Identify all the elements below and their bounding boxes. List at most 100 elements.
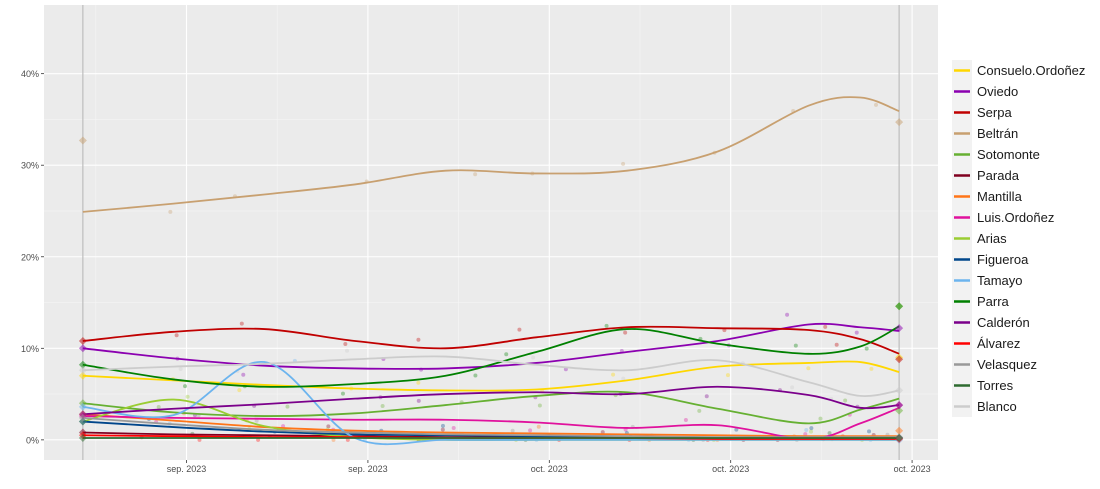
poll-point	[183, 384, 188, 389]
poll-point	[600, 430, 605, 435]
poll-point	[734, 427, 739, 432]
poll-point	[604, 323, 609, 328]
poll-point	[790, 385, 795, 390]
poll-point	[621, 161, 626, 166]
end-marker	[895, 386, 904, 395]
poll-point	[156, 405, 161, 410]
poll-point	[285, 404, 290, 409]
start-marker	[78, 413, 87, 422]
y-tick-label: 10%	[21, 344, 39, 354]
poll-point	[793, 343, 798, 348]
poll-point	[517, 327, 522, 332]
poll-point	[725, 373, 730, 378]
poll-point	[785, 312, 790, 317]
x-tick-label: sep. 2023	[348, 464, 388, 474]
x-tick-label: oct. 2023	[531, 464, 568, 474]
end-marker	[895, 401, 904, 410]
start-marker	[78, 371, 87, 380]
poll-point	[510, 428, 515, 433]
end-marker	[895, 406, 904, 415]
poll-point	[869, 366, 874, 371]
y-tick-label: 40%	[21, 69, 39, 79]
end-marker	[895, 355, 904, 364]
poll-point	[185, 394, 190, 399]
poll-point	[416, 398, 421, 403]
poll-point	[834, 342, 839, 347]
poll-point	[473, 373, 478, 378]
legend-label: Calderón	[977, 315, 1030, 330]
poll-point	[537, 403, 542, 408]
legend-label: Oviedo	[977, 84, 1018, 99]
poll-point	[528, 428, 533, 433]
poll-point	[843, 398, 848, 403]
legend-label: Luis.Ordoñez	[977, 210, 1054, 225]
poll-point	[683, 418, 688, 423]
poll-point	[611, 372, 616, 377]
legend-label: Beltrán	[977, 126, 1018, 141]
series-line-blanco	[82, 355, 900, 398]
x-tick-label: oct. 2023	[712, 464, 749, 474]
poll-point	[326, 424, 331, 429]
reference-lines	[82, 5, 900, 460]
legend-label: Parada	[977, 168, 1020, 183]
legend-label: Arias	[977, 231, 1007, 246]
legend-label: Blanco	[977, 399, 1017, 414]
legend-label: Torres	[977, 378, 1014, 393]
x-axis: sep. 2023 sep. 2023 oct. 2023 oct. 2023 oct.…	[167, 460, 931, 474]
poll-point	[536, 424, 541, 429]
poll-point	[806, 366, 811, 371]
start-marker	[78, 366, 87, 375]
series-line-velasquez	[82, 416, 900, 439]
end-marker	[895, 426, 904, 435]
y-tick-label: 20%	[21, 252, 39, 262]
start-marker	[78, 360, 87, 369]
poll-point	[178, 366, 183, 371]
end-marker	[895, 324, 904, 333]
start-marker	[78, 344, 87, 353]
legend-label: Sotomonte	[977, 147, 1040, 162]
poll-point	[237, 388, 242, 393]
start-marker	[78, 136, 87, 145]
poll-point	[854, 330, 859, 335]
series-line-calder-n	[82, 385, 900, 416]
legend-label: Serpa	[977, 105, 1012, 120]
legend-label: Parra	[977, 294, 1010, 309]
poll-point	[818, 416, 823, 421]
legend-label: Mantilla	[977, 189, 1023, 204]
end-marker	[895, 118, 904, 127]
poll-point	[823, 324, 828, 329]
poll-point	[440, 423, 445, 428]
x-tick-label: oct. 2023	[894, 464, 931, 474]
poll-point	[697, 408, 702, 413]
start-marker	[78, 336, 87, 345]
poll-point	[809, 429, 814, 434]
end-marker	[895, 302, 904, 311]
poll-point	[451, 426, 456, 431]
poll-point	[440, 427, 445, 432]
legend: Consuelo.Ordoñez Oviedo Serpa Beltrán Sotomo…	[952, 60, 1085, 417]
poll-point	[704, 394, 709, 399]
poll-point	[343, 342, 348, 347]
poll-point	[531, 355, 536, 360]
series-lines	[82, 96, 900, 446]
poll-point	[803, 432, 808, 437]
poll-point	[416, 380, 421, 385]
plot-panel	[44, 5, 938, 460]
poll-point	[473, 172, 478, 177]
poll-point	[504, 352, 509, 357]
poll-point	[168, 209, 173, 214]
start-marker	[78, 434, 87, 443]
series-line-mantilla	[82, 413, 900, 438]
poll-point	[864, 346, 869, 351]
y-axis: 0% 10% 20% 30% 40%	[21, 69, 44, 445]
legend-label: Álvarez	[977, 336, 1020, 351]
series-line-tamayo	[82, 361, 900, 446]
poll-point	[340, 391, 345, 396]
series-line-parra	[82, 325, 900, 388]
poll-point	[809, 426, 814, 431]
poll-point	[241, 372, 246, 377]
series-line-serpa	[82, 325, 900, 355]
start-marker	[78, 402, 87, 411]
series-line-consuelo-ordo-ez	[82, 360, 900, 392]
